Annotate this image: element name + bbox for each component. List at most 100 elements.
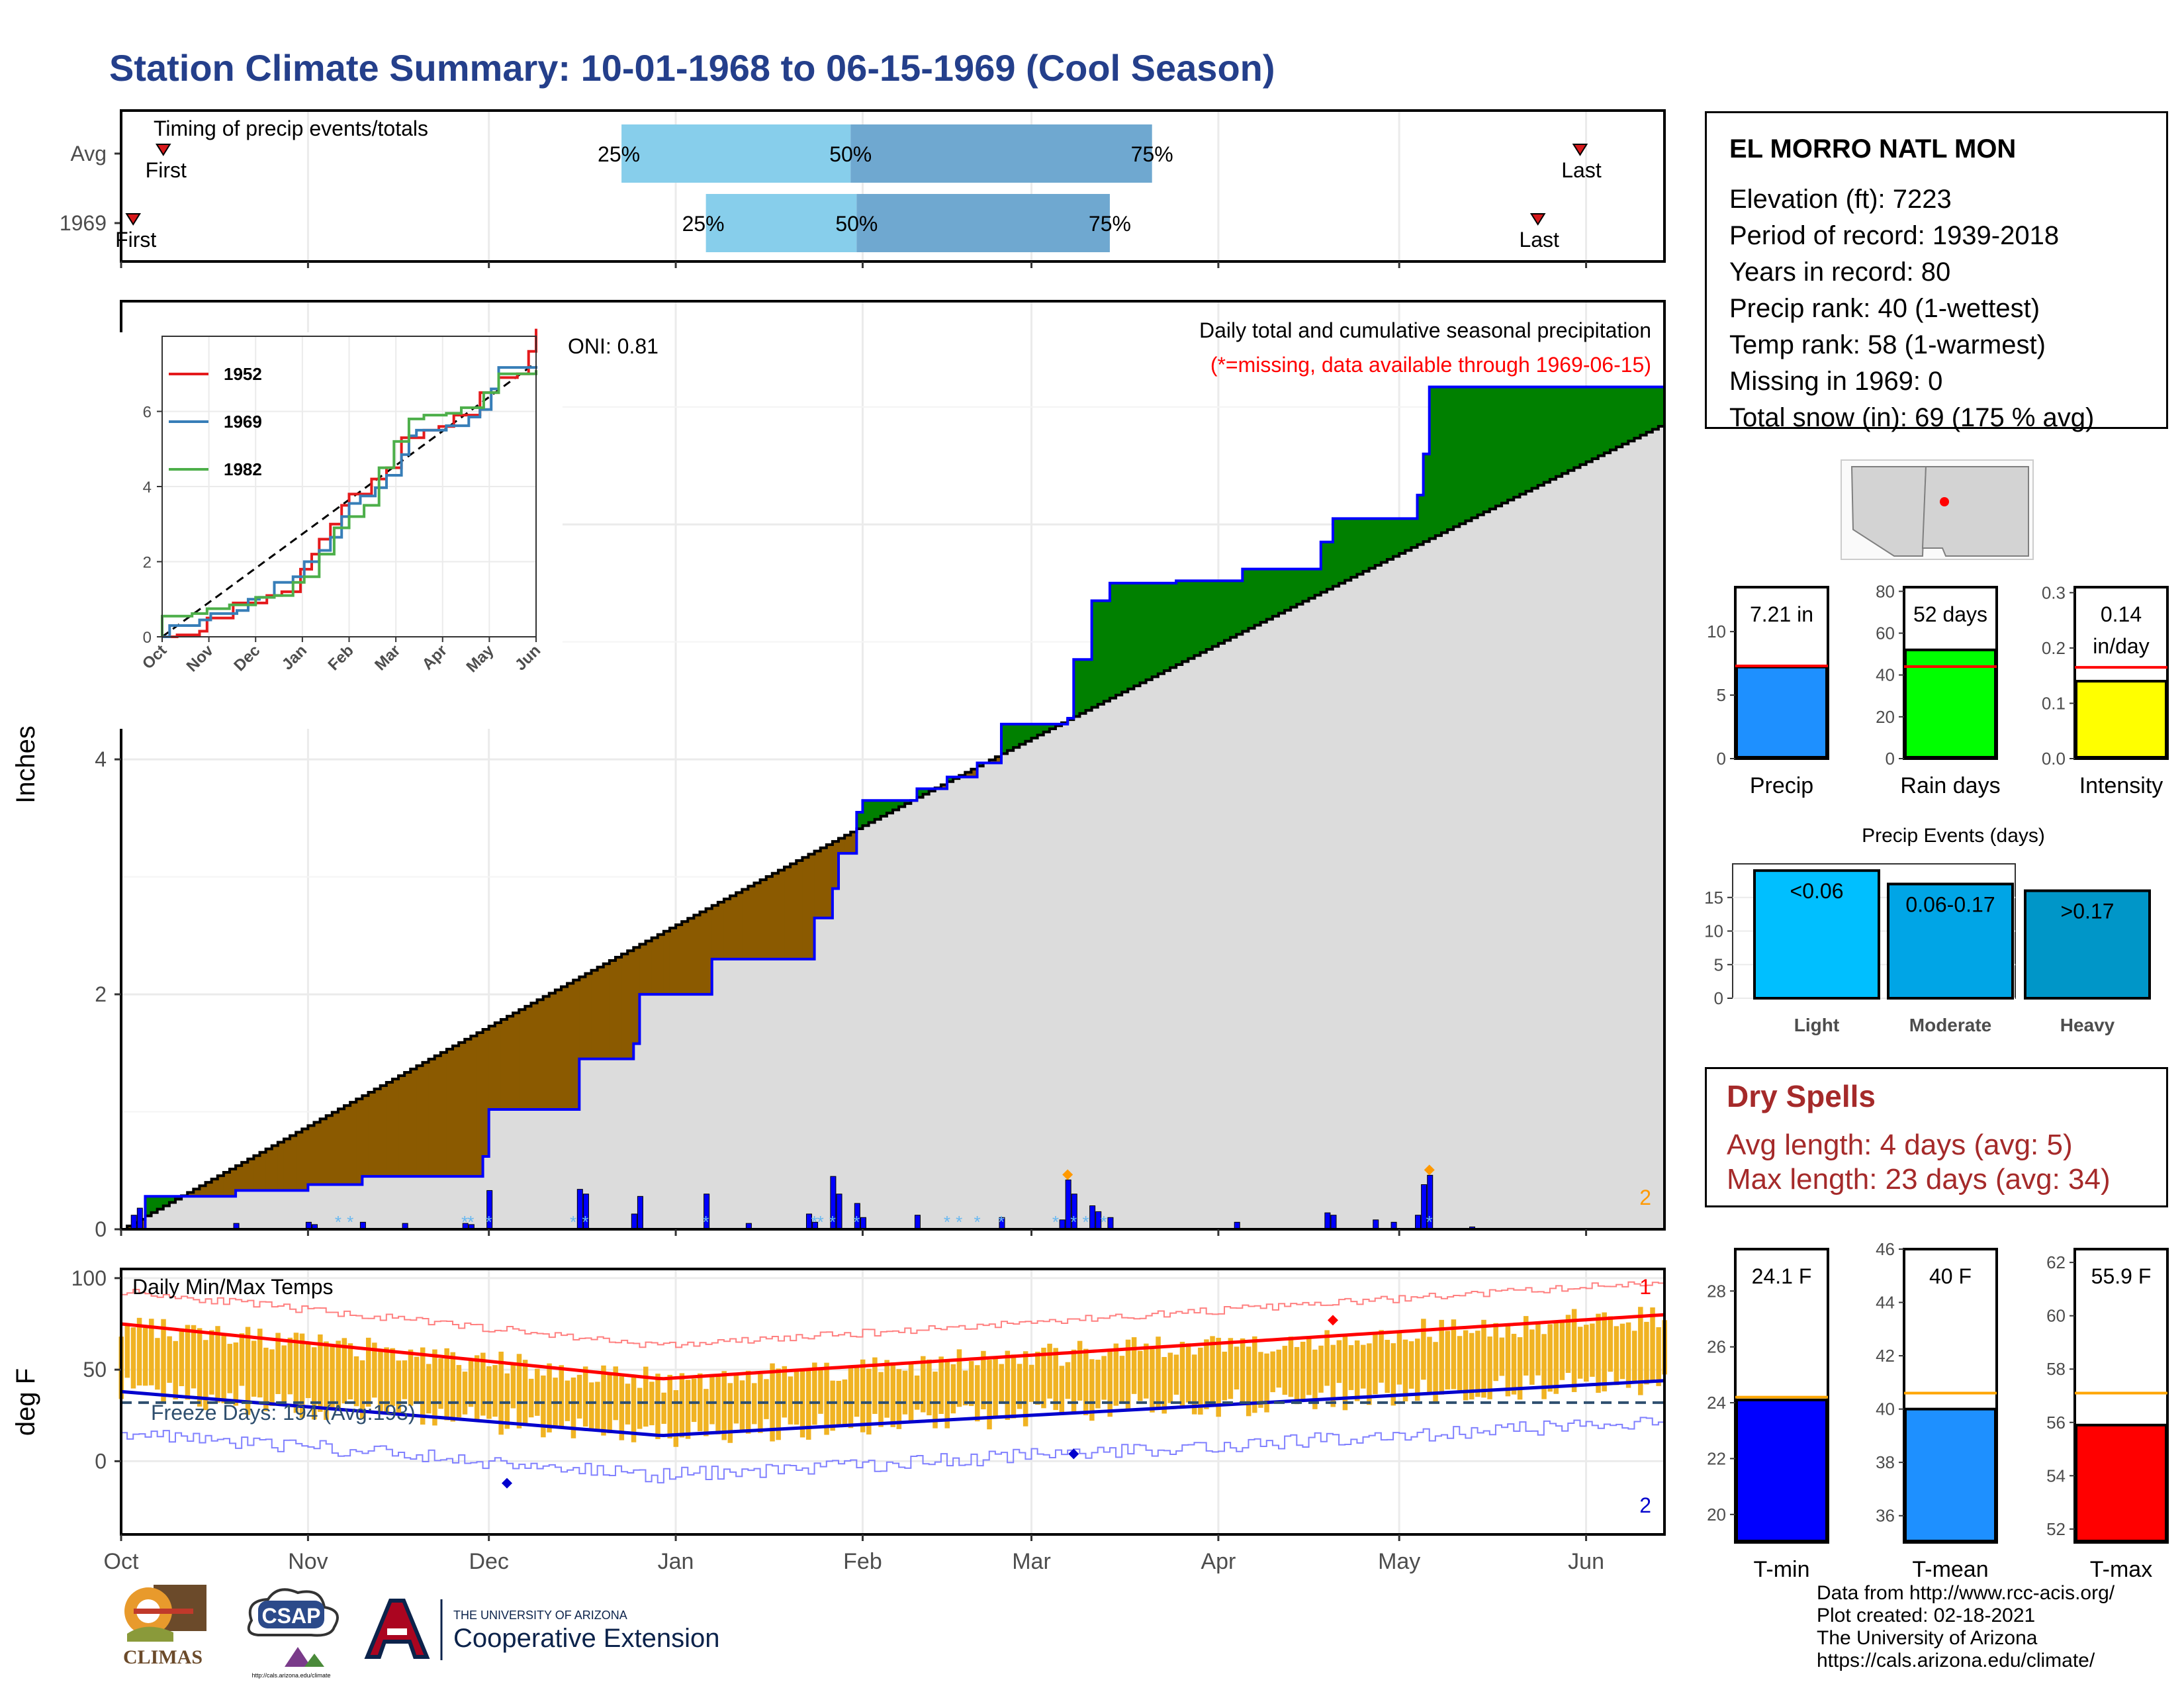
precip-surplus-area xyxy=(1652,387,1659,430)
precip-surplus-area xyxy=(1531,387,1539,489)
precip-surplus-area xyxy=(1140,583,1147,683)
precip-deficit-area xyxy=(717,902,725,959)
month-axis-label: Apr xyxy=(1201,1549,1236,1574)
temp-daily-range-bar xyxy=(203,1340,208,1411)
temp-daily-range-bar xyxy=(161,1319,166,1403)
precip-deficit-area xyxy=(754,882,761,959)
precip-deficit-area xyxy=(236,1165,242,1191)
precip-surplus-area xyxy=(1592,387,1599,459)
precip-deficit-area xyxy=(995,757,1002,763)
timing-label-75: 75% xyxy=(1089,212,1131,236)
temp-daily-range-bar xyxy=(1547,1324,1553,1392)
precip-surplus-area xyxy=(157,1196,164,1209)
precip-deficit-area xyxy=(513,1013,520,1109)
precip-deficit-area xyxy=(832,841,839,889)
temp-daily-range-bar xyxy=(136,1317,142,1385)
temp-daily-range-bar xyxy=(595,1382,600,1430)
temp-daily-range-bar xyxy=(390,1348,395,1407)
timing-bar-50-75 xyxy=(850,124,1152,183)
precip-deficit-area xyxy=(621,954,628,1059)
temp-daily-range-bar xyxy=(1312,1349,1318,1409)
precip-deficit-area xyxy=(410,1068,417,1177)
temp-daily-range-bar xyxy=(173,1340,178,1399)
temp-daily-range-bar xyxy=(1107,1349,1113,1417)
precip-events-chart: Precip Events (days) <0.06 Light 0.06-0.17 M… xyxy=(1704,825,2151,1035)
precip-summary-bar xyxy=(2075,680,2167,759)
temp-daily-range-bar xyxy=(541,1375,546,1438)
temp-ytick-label: 100 xyxy=(71,1266,107,1290)
precip-deficit-area xyxy=(477,1032,484,1177)
precip-surplus-area xyxy=(1375,518,1382,566)
precip-surplus-area xyxy=(1206,581,1213,650)
precip-surplus-area xyxy=(1308,569,1316,598)
temp-daily-range-bar xyxy=(233,1342,239,1406)
timing-last-label: Last xyxy=(1519,228,1559,252)
precip-surplus-area xyxy=(1435,387,1442,536)
precip-surplus-area xyxy=(1580,387,1587,465)
precip-surplus-area xyxy=(1405,518,1412,551)
precip-surplus-area xyxy=(1116,583,1122,695)
precip-surplus-area xyxy=(1091,600,1099,708)
precip-surplus-area xyxy=(151,1196,158,1213)
temp-daily-range-bar xyxy=(1210,1336,1215,1406)
temp-daily-range-bar xyxy=(751,1383,757,1425)
precip-summary-ytick-label: 0.2 xyxy=(2042,638,2066,658)
precip-surplus-area xyxy=(1302,569,1310,602)
precip-surplus-area xyxy=(1489,387,1496,509)
temp-daily-range-bar xyxy=(1005,1350,1011,1420)
temp-summary-ytick-label: 24 xyxy=(1707,1393,1726,1413)
precip-deficit-area xyxy=(482,1029,490,1156)
temp-daily-range-bar xyxy=(805,1370,811,1440)
temp-daily-range-bar xyxy=(727,1383,733,1443)
temp-daily-range-bar xyxy=(1408,1341,1414,1389)
temp-daily-range-bar xyxy=(1191,1354,1197,1415)
temp-summary-ytick-label: 28 xyxy=(1707,1281,1726,1301)
precip-max-event-marker xyxy=(1424,1164,1435,1176)
temp-daily-range-bar xyxy=(1402,1339,1408,1401)
precip-summary-ytick-label: 20 xyxy=(1876,707,1895,727)
temp-daily-range-bar xyxy=(251,1340,257,1397)
temp-daily-range-bar xyxy=(1270,1351,1275,1393)
precip-deficit-area xyxy=(248,1158,254,1191)
station-years: Years in record: 80 xyxy=(1729,258,1951,287)
temp-avg-max-line xyxy=(120,1313,1665,1381)
temp-record-low-marker xyxy=(1068,1448,1079,1460)
temp-daily-range-bar xyxy=(142,1327,148,1386)
precip-deficit-area xyxy=(651,937,659,995)
temp-daily-range-bar xyxy=(1198,1347,1203,1415)
temp-record-min-line xyxy=(121,1416,1665,1483)
temp-daily-range-bar xyxy=(1053,1348,1058,1411)
temp-daily-range-bar xyxy=(667,1374,672,1438)
precip-subtitle: (*=missing, data available through 1969-… xyxy=(1210,353,1651,377)
temp-daily-range-bar xyxy=(770,1363,775,1442)
timing-subtitle: Timing of precip events/totals xyxy=(154,117,428,140)
precip-deficit-area xyxy=(350,1102,357,1185)
precip-surplus-area xyxy=(1586,387,1593,462)
precip-surplus-area xyxy=(1520,387,1526,494)
temp-daily-range-bar xyxy=(269,1349,275,1406)
temp-daily-range-bar xyxy=(1071,1349,1077,1413)
temp-daily-range-bar xyxy=(938,1356,944,1414)
precip-deficit-area xyxy=(850,831,857,854)
temp-daily-range-bar xyxy=(359,1360,365,1419)
temp-daily-range-bar xyxy=(1553,1321,1559,1394)
temp-daily-range-bar xyxy=(860,1359,866,1432)
temp-daily-range-bar xyxy=(486,1366,492,1419)
temp-daily-range-bar xyxy=(739,1380,745,1430)
precip-summary-value-label: 7.21 in xyxy=(1750,602,1813,626)
precip-surplus-area xyxy=(1128,583,1134,689)
temp-daily-range-bar xyxy=(679,1373,685,1438)
precip-deficit-area xyxy=(519,1009,525,1109)
precip-surplus-area xyxy=(1025,724,1032,741)
temp-daily-range-bar xyxy=(372,1342,377,1398)
precip-summary-value-label: 52 days xyxy=(1913,602,1987,626)
temp-record-low-marker xyxy=(502,1477,512,1489)
temp-daily-range-bar xyxy=(1023,1351,1028,1427)
precip-deficit-area xyxy=(826,844,833,918)
precip-surplus-area xyxy=(1399,518,1406,554)
precip-daily-bar xyxy=(1330,1215,1337,1230)
precip-snow-marker: * xyxy=(347,1212,353,1232)
temp-daily-range-bar xyxy=(1222,1351,1228,1401)
